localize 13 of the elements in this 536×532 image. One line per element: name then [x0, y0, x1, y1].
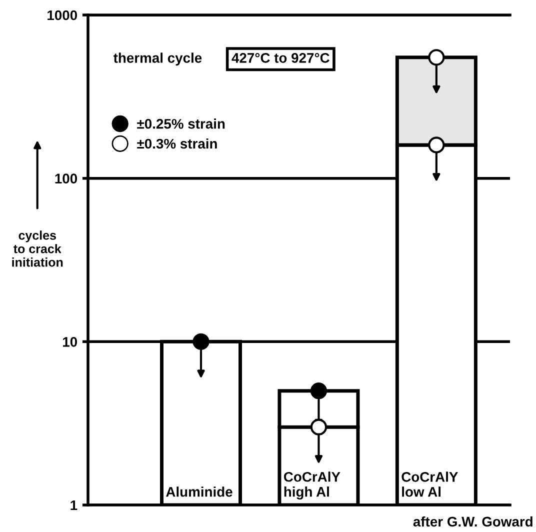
- legend-label: ±0.25% strain: [137, 118, 225, 129]
- y-tick-label: 1: [70, 500, 78, 510]
- y-tick-label: 1000: [48, 10, 78, 20]
- text: after G.W. Goward: [413, 516, 532, 527]
- x-tick-label: Aluminide: [166, 486, 232, 497]
- legend-label: ±0.3% strain: [137, 138, 217, 149]
- annotation: 427°C to 927°C: [232, 52, 330, 63]
- annotation: thermal cycle: [113, 52, 202, 66]
- y-tick-label: 10: [63, 337, 78, 347]
- y-axis-title: cycles to crack initiation: [12, 230, 63, 267]
- x-tick-label: CoCrAlY low Al: [402, 472, 458, 497]
- y-tick-label: 100: [55, 174, 78, 184]
- x-tick-label: CoCrAlY high Al: [284, 472, 340, 500]
